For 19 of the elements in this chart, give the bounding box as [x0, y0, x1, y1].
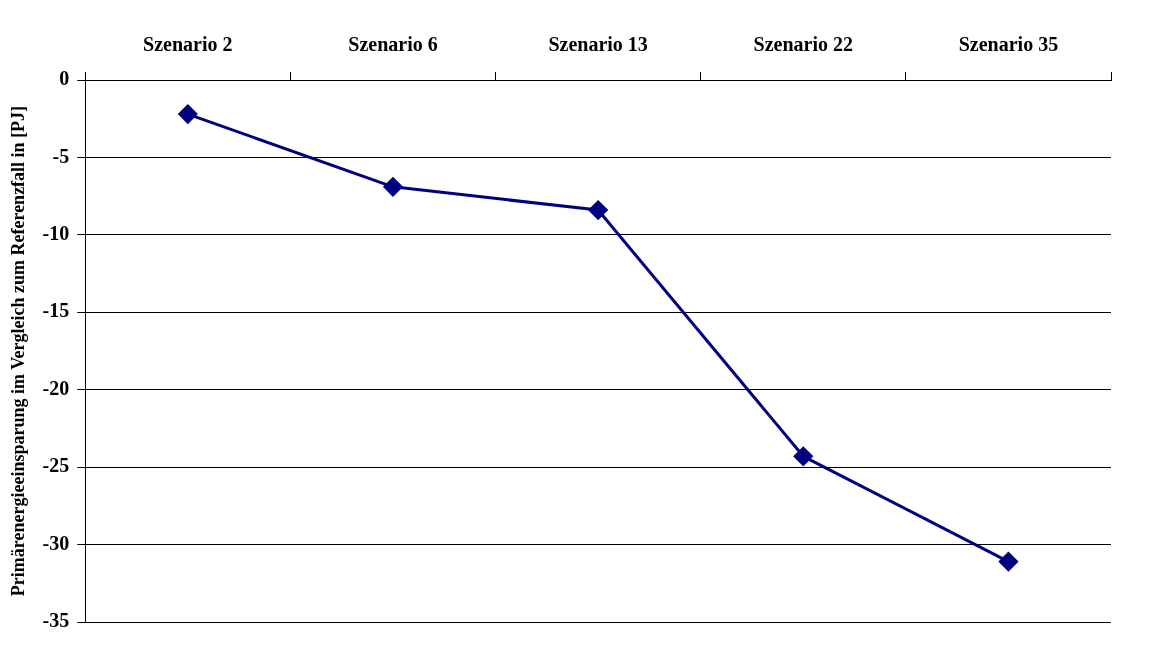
x-tick-label: Szenario 6 — [348, 33, 438, 56]
y-tick-label: 0 — [59, 67, 70, 90]
x-tick-label: Szenario 2 — [143, 33, 233, 56]
x-tick-label: Szenario 35 — [958, 33, 1059, 56]
y-tick-label: -5 — [52, 144, 70, 167]
x-tick-label: Szenario 22 — [753, 33, 853, 56]
y-axis-title: Primärenergieeinsparung im Vergleich zum Referenzfall in [PJ] — [8, 105, 29, 597]
y-tick-label: -30 — [42, 531, 70, 554]
y-tick-label: -35 — [42, 609, 70, 632]
point — [178, 104, 198, 124]
point — [998, 552, 1018, 572]
y-tick-label: -10 — [42, 222, 70, 245]
y-tick-label: -20 — [42, 376, 70, 399]
point — [793, 446, 813, 466]
point — [588, 200, 608, 220]
y-tick-label: -15 — [42, 299, 70, 322]
y-tick-label: -25 — [42, 454, 70, 477]
point — [383, 177, 403, 197]
x-tick-label: Szenario 13 — [548, 33, 648, 56]
